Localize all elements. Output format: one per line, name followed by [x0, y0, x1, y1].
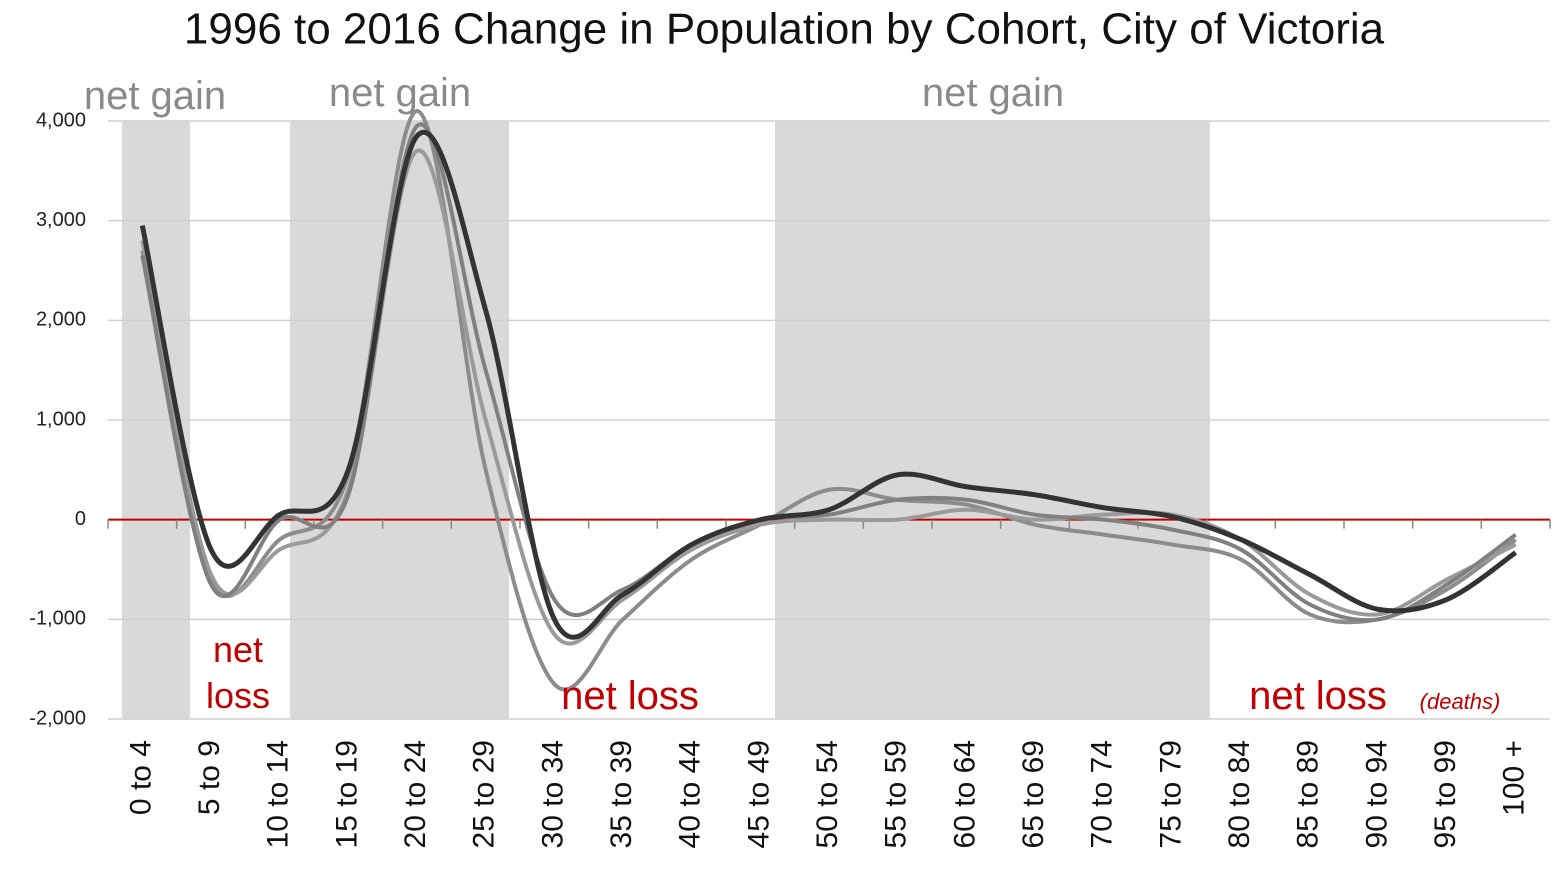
- x-tick-label: 45 to 49: [742, 740, 775, 848]
- x-tick-label: 10 to 14: [262, 740, 295, 848]
- x-tick-label: 20 to 24: [399, 740, 432, 848]
- series-line: [140, 109, 1517, 692]
- annotation: net loss: [1249, 674, 1387, 718]
- x-tick-label: 100 +: [1498, 740, 1531, 816]
- x-tick-label: 85 to 89: [1292, 740, 1325, 848]
- x-tick-label: 90 to 94: [1360, 740, 1393, 848]
- x-tick-label: 30 to 34: [536, 740, 569, 848]
- x-tick-label: 40 to 44: [674, 740, 707, 848]
- annotation: (deaths): [1419, 689, 1501, 714]
- y-tick-label: 0: [75, 508, 86, 530]
- x-tick-label: 5 to 9: [193, 740, 226, 815]
- y-tick-label: 4,000: [36, 109, 86, 131]
- y-tick-label: 3,000: [36, 209, 86, 231]
- chart-title: 1996 to 2016 Change in Population by Coh…: [184, 5, 1385, 54]
- y-tick-label: 1,000: [36, 408, 86, 430]
- x-tick-label: 65 to 69: [1017, 740, 1050, 848]
- y-tick-label: -2,000: [29, 707, 86, 729]
- annotation: net gain: [921, 71, 1065, 115]
- x-tick-label: 70 to 74: [1086, 740, 1119, 848]
- annotation: net loss: [205, 629, 271, 716]
- x-tick-label: 95 to 99: [1429, 740, 1462, 848]
- annotation: net gain: [328, 71, 472, 115]
- annotation: net gain: [83, 74, 227, 118]
- x-tick-label: 15 to 19: [330, 740, 363, 848]
- annotation: net loss: [561, 674, 699, 718]
- y-tick-label: 2,000: [36, 309, 86, 331]
- x-tick-label: 75 to 79: [1154, 740, 1187, 848]
- x-tick-label: 0 to 4: [124, 740, 157, 815]
- y-tick-label: -1,000: [29, 608, 86, 630]
- series-line: [139, 130, 1518, 640]
- x-tick-label: 55 to 59: [880, 740, 913, 848]
- x-tick-label: 50 to 54: [811, 740, 844, 848]
- x-tick-label: 25 to 29: [468, 740, 501, 848]
- x-tick-label: 60 to 64: [948, 740, 981, 848]
- x-tick-label: 80 to 84: [1223, 740, 1256, 848]
- x-tick-label: 35 to 39: [605, 740, 638, 848]
